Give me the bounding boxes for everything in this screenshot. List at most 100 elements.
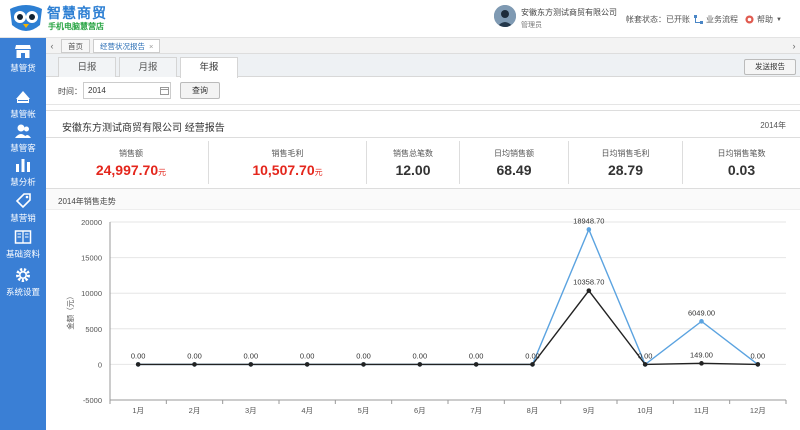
data-label: 0.00 xyxy=(751,351,766,360)
y-tick-label: 15000 xyxy=(81,254,102,263)
sidebar-item-label: 慧管货 xyxy=(10,63,36,73)
x-tick-label: 9月 xyxy=(583,406,595,415)
data-label: 0.00 xyxy=(131,351,146,360)
year-input[interactable]: 2014 xyxy=(83,82,171,99)
data-point xyxy=(642,362,648,367)
sidebar-item-label: 慧分析 xyxy=(10,177,36,187)
data-point xyxy=(473,362,479,367)
data-label: 0.00 xyxy=(525,351,540,360)
owl-logo-icon xyxy=(10,5,42,31)
store-icon xyxy=(15,45,31,58)
x-tick-label: 5月 xyxy=(358,406,370,415)
stat-value: 12.00 xyxy=(395,162,431,178)
calendar-icon[interactable] xyxy=(160,86,169,95)
data-point xyxy=(248,362,254,367)
filter-bar: 时间： 2014 查询 xyxy=(46,77,800,105)
top-header: 智慧商贸 手机电脑慧营店 安徽东方测试商贸有限公司 管理员 帐套状态：已开账 业… xyxy=(0,0,800,38)
sidebar-item-customers[interactable]: 慧管客 xyxy=(0,118,46,162)
data-label: 6049.00 xyxy=(688,308,715,317)
y-tick-label: 10000 xyxy=(81,289,102,298)
close-icon[interactable]: × xyxy=(149,42,154,51)
stat-sales-amount: 销售额 24,997.70元 xyxy=(54,141,209,184)
stat-label: 销售额 xyxy=(119,149,143,158)
y-tick-label: 0 xyxy=(98,360,102,369)
y-tick-label: -5000 xyxy=(83,396,102,405)
sidebar-item-label: 系统设置 xyxy=(5,287,40,297)
sidebar-item-basic-data[interactable]: 基础资料 xyxy=(0,224,46,268)
lifebuoy-icon xyxy=(745,15,754,24)
data-label: 0.00 xyxy=(300,351,315,360)
data-point xyxy=(135,362,141,367)
stat-daily-sales: 日均销售额 68.49 xyxy=(460,141,569,184)
send-report-button[interactable]: 发送报告 xyxy=(744,59,796,75)
sidebar-item-settings[interactable]: 系统设置 xyxy=(0,262,46,306)
data-label: 18948.70 xyxy=(573,216,604,225)
data-label: 0.00 xyxy=(469,351,484,360)
x-tick-label: 3月 xyxy=(245,406,257,415)
x-tick-label: 10月 xyxy=(637,406,653,415)
sidebar-item-label: 慧营销 xyxy=(10,213,36,223)
help-menu[interactable]: 帮助 ▼ xyxy=(745,14,782,25)
sidebar-item-accounts[interactable]: 慧管帐 xyxy=(0,84,46,128)
data-point xyxy=(586,288,592,293)
data-label: 10358.70 xyxy=(573,278,604,287)
stat-gross-profit: 销售毛利 10,507.70元 xyxy=(209,141,367,184)
book-icon xyxy=(14,230,32,244)
tab-daily[interactable]: 日报 xyxy=(58,57,116,77)
stat-value: 24,997.70元 xyxy=(95,162,167,178)
tab-scroll-right-icon[interactable]: › xyxy=(792,41,796,51)
gear-icon xyxy=(16,268,30,282)
brand-subtitle: 手机电脑慧营店 xyxy=(48,22,104,31)
stat-label: 日均销售额 xyxy=(494,149,534,158)
user-role: 管理员 xyxy=(521,22,542,29)
data-point xyxy=(361,362,366,367)
customers-icon xyxy=(15,124,31,138)
brand-title: 智慧商贸 xyxy=(47,5,107,21)
tab-yearly[interactable]: 年报 xyxy=(180,57,238,78)
x-tick-label: 8月 xyxy=(527,406,539,415)
data-point xyxy=(304,362,310,367)
stat-label: 日均销售毛利 xyxy=(601,149,650,158)
x-tick-label: 1月 xyxy=(132,406,144,415)
business-flow-label: 业务流程 xyxy=(706,15,738,24)
data-label: 149.00 xyxy=(690,350,713,359)
data-point xyxy=(192,362,197,367)
tab-business-report[interactable]: 经营状况报告 × xyxy=(93,39,161,53)
report-title: 安徽东方测试商贸有限公司 经营报告 xyxy=(62,123,225,134)
stat-daily-profit: 日均销售毛利 28.79 xyxy=(569,141,683,184)
stat-value: 28.79 xyxy=(607,162,644,178)
y-axis-label: 金额（元） xyxy=(65,292,75,330)
data-point xyxy=(699,361,704,366)
chart-section-title: 2014年销售走势 xyxy=(58,197,116,206)
stat-value: 68.49 xyxy=(496,162,532,178)
flow-icon xyxy=(694,15,703,24)
tab-monthly[interactable]: 月报 xyxy=(119,57,177,77)
y-tick-label: 5000 xyxy=(85,325,102,334)
user-avatar[interactable] xyxy=(494,5,516,27)
stat-value: 0.03 xyxy=(727,162,756,178)
time-label: 时间： xyxy=(58,87,82,96)
series-line-1 xyxy=(138,289,758,366)
help-label: 帮助 xyxy=(757,15,773,24)
stat-value: 10,507.70元 xyxy=(252,162,323,178)
query-button[interactable]: 查询 xyxy=(180,82,220,99)
sidebar-item-label: 慧管客 xyxy=(10,143,36,153)
y-tick-label: 20000 xyxy=(81,218,102,227)
sidebar-item-marketing[interactable]: 慧营销 xyxy=(0,188,46,232)
business-flow-link[interactable]: 业务流程 xyxy=(694,14,738,25)
stat-daily-orders: 日均销售笔数 0.03 xyxy=(683,141,800,184)
period-tabs: 日报 月报 年报 发送报告 xyxy=(46,54,800,78)
tab-scroll-left-icon[interactable]: ‹ xyxy=(50,41,54,51)
sales-trend-chart: -5000 0 5000 10000 15000 20000 1月 2月 3月 4月 5月 6月 7月 8… xyxy=(65,216,787,415)
sidebar-item-goods[interactable]: 慧管货 xyxy=(0,38,46,82)
account-status: 帐套状态：已开账 xyxy=(626,15,690,24)
tab-report-label: 经营状况报告 xyxy=(100,42,145,51)
company-name: 安徽东方测试商贸有限公司 xyxy=(521,8,617,17)
sidebar-item-label: 慧管帐 xyxy=(10,109,36,119)
sidebar-item-analysis[interactable]: 慧分析 xyxy=(0,152,46,196)
series-line-0 xyxy=(138,227,759,366)
tab-home[interactable]: 首页 xyxy=(61,39,90,53)
data-point xyxy=(586,227,592,232)
data-label: 0.00 xyxy=(413,351,428,360)
report-year: 2014年 xyxy=(760,121,786,130)
